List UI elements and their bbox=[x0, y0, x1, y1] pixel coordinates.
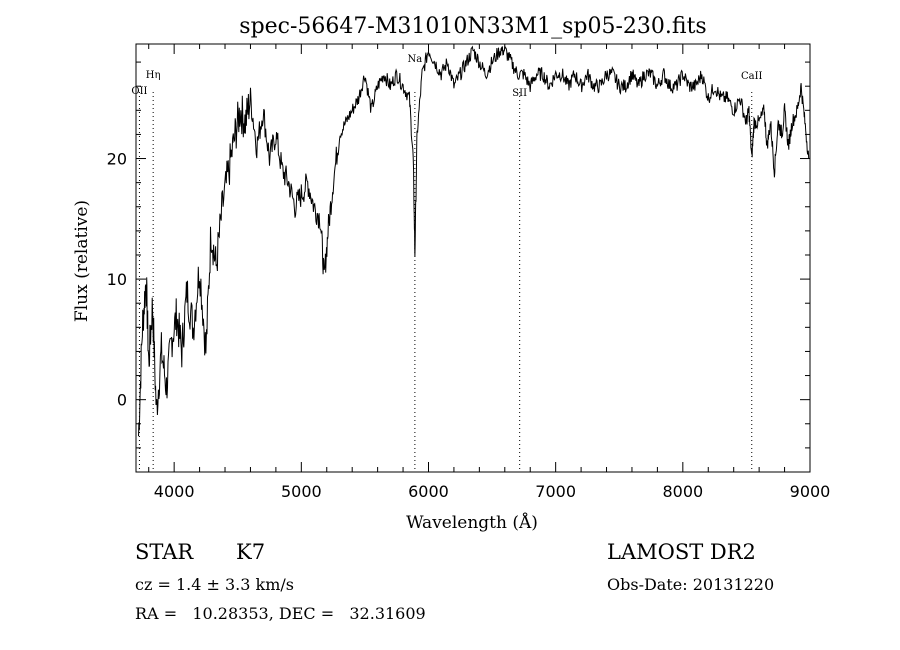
subclass-label: K7 bbox=[236, 540, 266, 564]
x-axis-label: Wavelength (Å) bbox=[406, 512, 538, 533]
class-label: STAR bbox=[135, 540, 194, 564]
line-marker-label: SII bbox=[512, 88, 527, 99]
plot-frame bbox=[135, 43, 811, 473]
line-marker-label: CaII bbox=[741, 71, 763, 82]
obs-date-text: Obs-Date: 20131220 bbox=[607, 575, 775, 594]
line-marker-label: OII bbox=[131, 86, 147, 97]
x-tick-label: 8000 bbox=[662, 482, 703, 501]
x-tick-label: 6000 bbox=[408, 482, 449, 501]
x-tick-label: 5000 bbox=[281, 482, 322, 501]
y-tick-label: 20 bbox=[107, 150, 127, 169]
line-marker-label: Na bbox=[408, 54, 423, 65]
spectrum-line bbox=[138, 44, 810, 437]
x-tick-label: 7000 bbox=[535, 482, 576, 501]
coordinates-text: RA = 10.28353, DEC = 32.31609 bbox=[135, 604, 426, 623]
y-tick-label: 0 bbox=[117, 391, 127, 410]
redshift-text: cz = 1.4 ± 3.3 km/s bbox=[135, 575, 294, 594]
y-axis-label: Flux (relative) bbox=[72, 200, 92, 322]
plot-area: OII Hη Na SII CaII 4000 5000 6000 7000 8000 9000 0 1… bbox=[107, 43, 831, 501]
x-tick-label: 9000 bbox=[790, 482, 831, 501]
y-tick-label: 10 bbox=[107, 270, 127, 289]
line-marker-label: Hη bbox=[146, 70, 161, 81]
survey-label: LAMOST DR2 bbox=[607, 540, 756, 564]
x-tick-label: 4000 bbox=[154, 482, 195, 501]
chart-title: spec-56647-M31010N33M1_sp05-230.fits bbox=[239, 14, 706, 39]
